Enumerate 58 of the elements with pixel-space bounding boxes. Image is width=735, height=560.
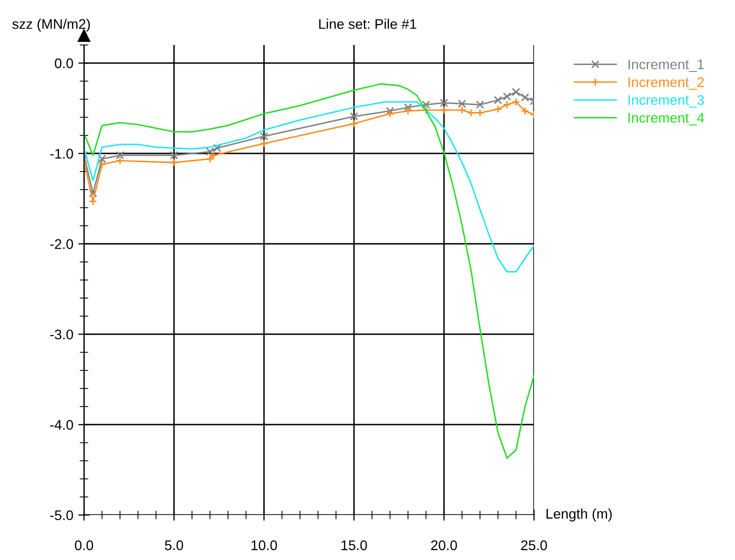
legend-label: Increment_4: [628, 113, 704, 126]
point: [422, 100, 430, 109]
point: [116, 156, 124, 165]
point: [206, 147, 214, 156]
x-axis-title: Length (m): [546, 508, 612, 522]
point: [512, 88, 520, 96]
chart-title: Line set: Pile #1: [319, 18, 416, 29]
point: [502, 92, 512, 101]
y-tick-label: -4.0: [50, 420, 74, 430]
line-series: [84, 83, 534, 459]
x-tick-label: 0.0: [74, 540, 94, 550]
y-tick-label: -5.0: [50, 510, 74, 520]
point: [404, 106, 412, 116]
point: [213, 144, 222, 152]
point: [440, 106, 448, 114]
point: [520, 106, 530, 116]
point: [209, 151, 218, 160]
point: [458, 100, 466, 108]
point: [260, 139, 268, 148]
point: [386, 106, 394, 116]
x-tick-label: 20.0: [431, 540, 457, 550]
point: [386, 110, 394, 118]
point: [170, 151, 178, 160]
point: [88, 197, 98, 206]
point: [98, 160, 106, 168]
point: [494, 105, 502, 114]
x-tick-label: 10.0: [252, 540, 277, 550]
legend-label: Increment_2: [628, 77, 704, 90]
point: [116, 151, 124, 160]
point: [494, 96, 502, 104]
point: [466, 108, 476, 117]
point: [170, 158, 178, 167]
point: [350, 112, 358, 121]
point: [476, 100, 484, 109]
legend-label: Increment_3: [628, 95, 704, 108]
y-axis-title: szz (MN/m2): [12, 18, 90, 32]
x-tick-label: 25.0: [521, 540, 547, 550]
point: [458, 106, 466, 114]
y-tick-label: -2.0: [50, 239, 74, 250]
point: [520, 93, 530, 102]
point: [476, 108, 484, 117]
point: [512, 98, 520, 106]
point: [206, 154, 214, 164]
point: [98, 154, 106, 164]
legend-label: Increment_1: [628, 60, 704, 72]
point: [422, 106, 430, 114]
point: [88, 189, 98, 198]
point: [440, 98, 448, 108]
y-tick-label: 0.0: [54, 58, 74, 68]
line-series: [84, 101, 534, 273]
x-tick-label: 15.0: [342, 540, 367, 550]
point: [260, 132, 268, 140]
x-tick-label: 5.0: [164, 540, 184, 550]
y-tick-label: -1.0: [50, 148, 74, 159]
y-tick-label: -3.0: [50, 330, 74, 340]
point: [350, 119, 358, 128]
point: [404, 103, 412, 112]
point: [502, 100, 512, 109]
